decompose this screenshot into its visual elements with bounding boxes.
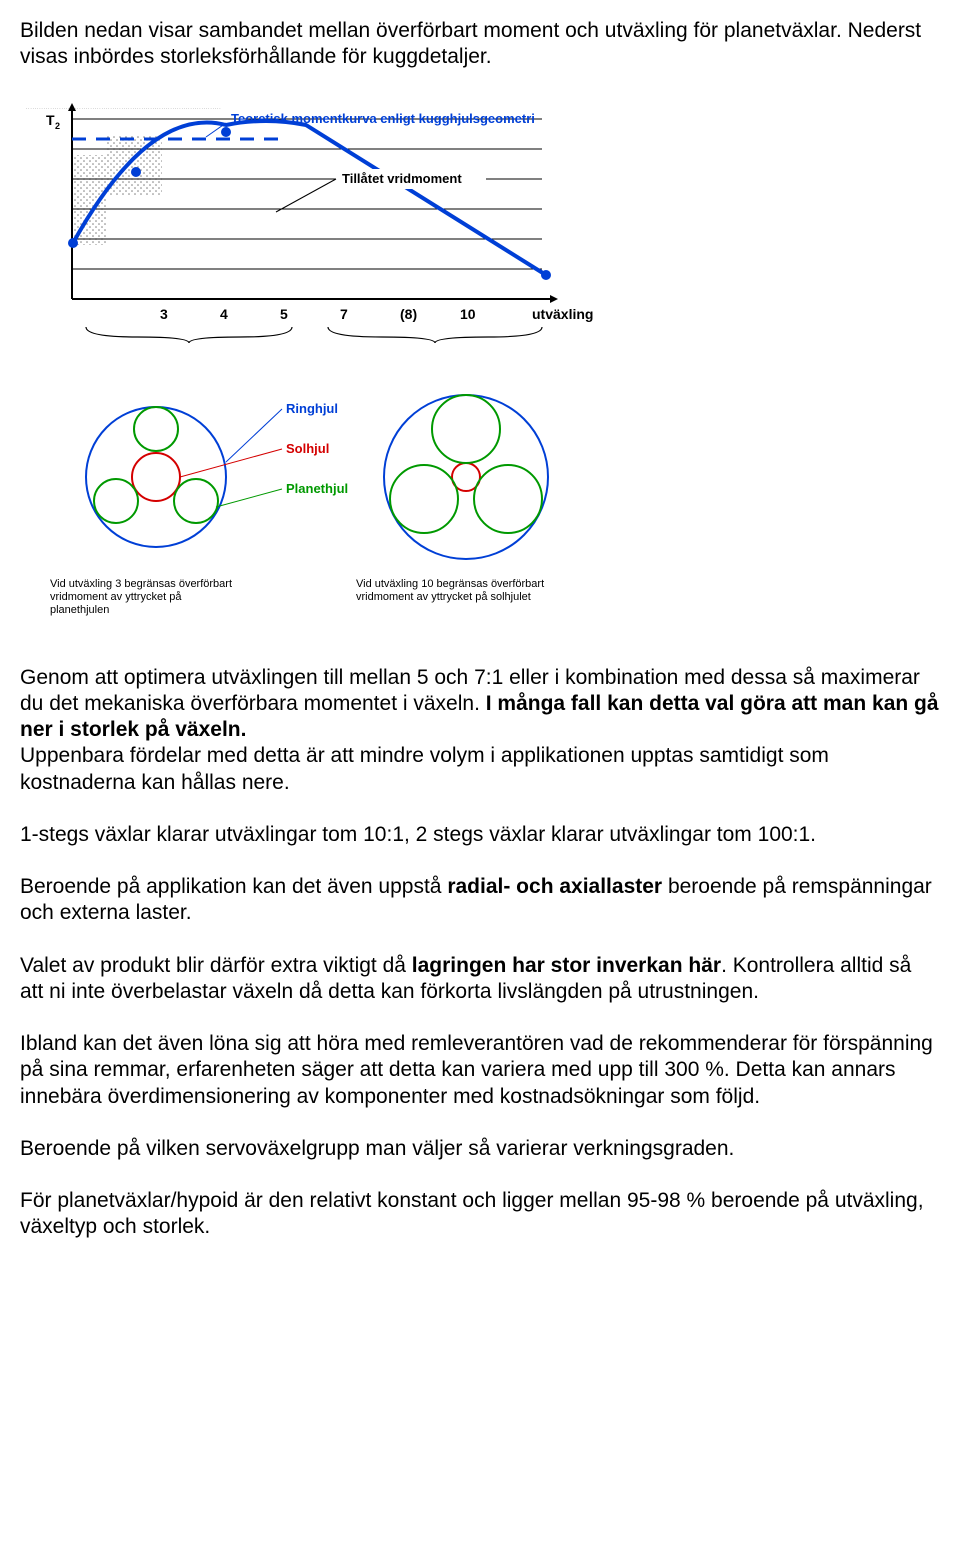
body-paragraph-5: Ibland kan det även löna sig att höra me…	[20, 1031, 940, 1110]
torque-diagram: . . . . . . . . . . . . . . . . . . . . …	[26, 97, 726, 657]
svg-text:Vid utväxling 10 begränsas öve: Vid utväxling 10 begränsas överförbart	[356, 578, 544, 590]
svg-text:(8): (8)	[400, 306, 417, 322]
svg-text:. . . . . . . . . . . . . . .: . . . . . . . . . . . . . . . . . . . . …	[26, 105, 220, 110]
svg-text:planethjulen: planethjulen	[50, 604, 109, 616]
document-page: Bilden nedan visar sambandet mellan över…	[20, 18, 940, 1241]
body-paragraph-2: 1-stegs växlar klarar utväxlingar tom 10…	[20, 822, 940, 848]
svg-text:Teoretisk momentkurva enligt k: Teoretisk momentkurva enligt kugghjulsge…	[231, 111, 535, 126]
svg-text:3: 3	[160, 306, 168, 322]
p4-part-a: Valet av produkt blir därför extra vikti…	[20, 954, 412, 977]
svg-text:4: 4	[220, 306, 228, 322]
svg-text:utväxling: utväxling	[532, 306, 593, 322]
svg-text:5: 5	[280, 306, 288, 322]
p3-bold: radial- och axiallaster	[447, 875, 662, 898]
body-paragraph-1: Genom att optimera utväxlingen till mell…	[20, 665, 940, 796]
svg-text:Solhjul: Solhjul	[286, 441, 329, 456]
p1-part-c: Uppenbara fördelar med detta är att mind…	[20, 744, 829, 793]
svg-text:Vid utväxling 3 begränsas över: Vid utväxling 3 begränsas överförbart	[50, 578, 232, 590]
svg-text:Tillåtet vridmoment: Tillåtet vridmoment	[342, 171, 462, 186]
intro-paragraph: Bilden nedan visar sambandet mellan över…	[20, 18, 940, 71]
body-paragraph-4: Valet av produkt blir därför extra vikti…	[20, 953, 940, 1006]
body-paragraph-3: Beroende på applikation kan det även upp…	[20, 874, 940, 927]
svg-text:vridmoment av yttrycket på: vridmoment av yttrycket på	[50, 591, 182, 603]
svg-text:Ringhjul: Ringhjul	[286, 401, 338, 416]
svg-text:2: 2	[55, 121, 60, 131]
svg-text:Planethjul: Planethjul	[286, 481, 348, 496]
svg-text:T: T	[46, 112, 55, 128]
p4-bold: lagringen har stor inverkan här	[412, 954, 721, 977]
svg-text:10: 10	[460, 306, 476, 322]
svg-text:vridmoment av yttrycket på sol: vridmoment av yttrycket på solhjulet	[356, 591, 531, 603]
body-paragraph-6: Beroende på vilken servoväxelgrupp man v…	[20, 1136, 940, 1162]
p3-part-a: Beroende på applikation kan det även upp…	[20, 875, 447, 898]
svg-text:7: 7	[340, 306, 348, 322]
body-paragraph-7: För planetväxlar/hypoid är den relativt …	[20, 1188, 940, 1241]
